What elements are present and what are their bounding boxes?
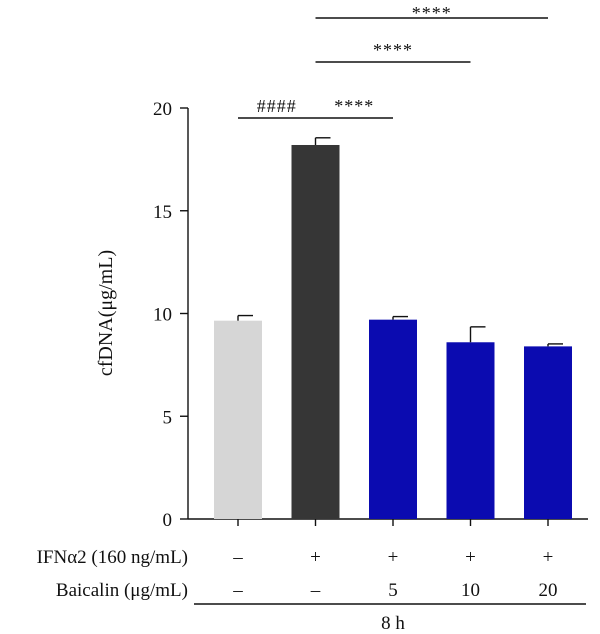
condition-value: + — [310, 547, 321, 568]
y-tick-label: 0 — [163, 510, 173, 531]
significance-label: **** — [334, 96, 374, 116]
footer-label: 8 h — [381, 613, 405, 634]
condition-value: 10 — [461, 580, 480, 601]
condition-value: – — [310, 580, 321, 601]
y-tick-label: 15 — [153, 202, 172, 223]
y-tick-label: 20 — [153, 99, 172, 120]
y-axis-label: cfDNA(μg/mL) — [95, 250, 117, 376]
condition-row-label: Baicalin (μg/mL) — [56, 580, 188, 601]
condition-value: 20 — [539, 580, 558, 601]
condition-value: – — [232, 580, 243, 601]
y-tick-label: 10 — [153, 305, 172, 326]
condition-table: IFNα2 (160 ng/mL) – + + + + Baicalin (μg/mL) – –… — [37, 547, 586, 634]
bar — [524, 346, 572, 519]
condition-value: + — [465, 547, 476, 568]
y-tick-label: 5 — [163, 407, 173, 428]
condition-value: – — [232, 547, 243, 568]
bar — [369, 319, 417, 519]
bar — [446, 342, 495, 519]
x-axis — [188, 518, 588, 526]
y-axis: 0 5 10 15 20 — [153, 99, 189, 531]
significance-brackets: #### **** **** **** — [238, 3, 548, 119]
condition-value: + — [543, 547, 554, 568]
significance-label: #### — [257, 96, 297, 116]
significance-label: **** — [412, 3, 452, 23]
bars — [214, 137, 572, 520]
condition-value: 5 — [388, 580, 398, 601]
significance-label: **** — [373, 40, 413, 60]
condition-value: + — [388, 547, 399, 568]
bar — [291, 144, 340, 520]
condition-row-label: IFNα2 (160 ng/mL) — [37, 547, 188, 568]
bar — [214, 320, 262, 519]
